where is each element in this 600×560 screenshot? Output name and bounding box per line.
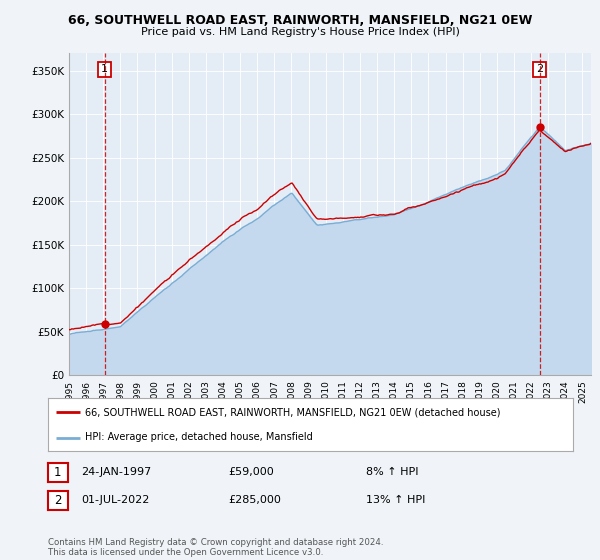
Text: £59,000: £59,000 <box>228 466 274 477</box>
Text: 1: 1 <box>54 466 62 479</box>
Text: 8% ↑ HPI: 8% ↑ HPI <box>366 466 419 477</box>
Text: 01-JUL-2022: 01-JUL-2022 <box>81 494 149 505</box>
Text: 24-JAN-1997: 24-JAN-1997 <box>81 466 151 477</box>
Text: £285,000: £285,000 <box>228 494 281 505</box>
Text: HPI: Average price, detached house, Mansfield: HPI: Average price, detached house, Mans… <box>85 432 313 442</box>
Text: Contains HM Land Registry data © Crown copyright and database right 2024.
This d: Contains HM Land Registry data © Crown c… <box>48 538 383 557</box>
Text: 1: 1 <box>101 64 108 74</box>
Text: 66, SOUTHWELL ROAD EAST, RAINWORTH, MANSFIELD, NG21 0EW (detached house): 66, SOUTHWELL ROAD EAST, RAINWORTH, MANS… <box>85 408 500 418</box>
Text: 2: 2 <box>54 494 62 507</box>
Text: Price paid vs. HM Land Registry's House Price Index (HPI): Price paid vs. HM Land Registry's House … <box>140 27 460 37</box>
Text: 13% ↑ HPI: 13% ↑ HPI <box>366 494 425 505</box>
Text: 66, SOUTHWELL ROAD EAST, RAINWORTH, MANSFIELD, NG21 0EW: 66, SOUTHWELL ROAD EAST, RAINWORTH, MANS… <box>68 14 532 27</box>
Text: 2: 2 <box>536 64 543 74</box>
